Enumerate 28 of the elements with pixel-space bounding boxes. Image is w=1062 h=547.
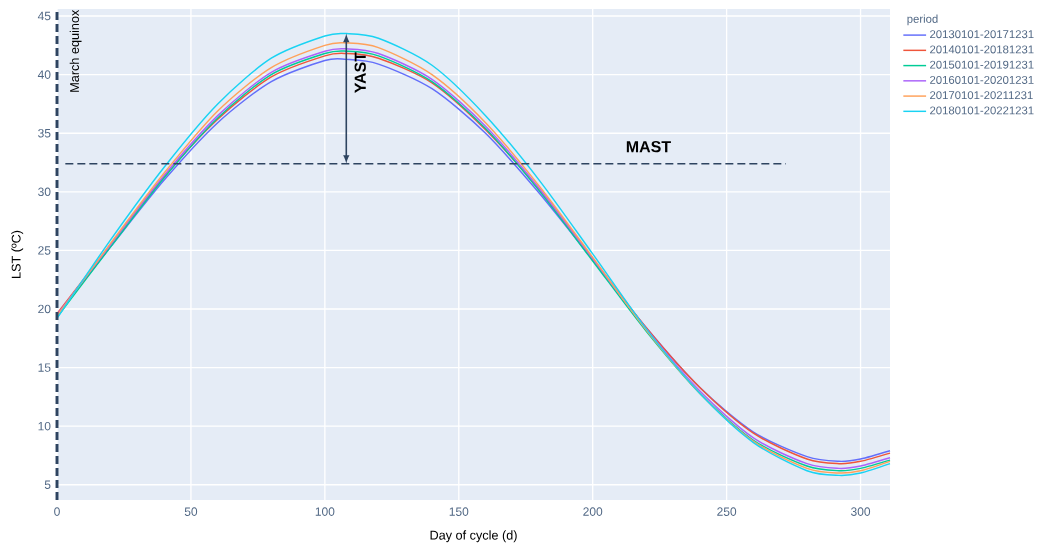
y-tick-label: 10 xyxy=(38,422,51,431)
x-tick-label: 150 xyxy=(449,507,469,517)
y-axis-title: LST (ºC) xyxy=(11,231,24,279)
y-tick-label: 20 xyxy=(38,304,51,314)
x-tick-label: 250 xyxy=(717,507,737,517)
y-tick-label: 5 xyxy=(44,480,51,490)
legend-title: period xyxy=(907,14,938,26)
y-tick-label: 40 xyxy=(37,70,51,80)
y-tick-label: 30 xyxy=(38,187,51,197)
x-tick-label: 100 xyxy=(315,507,335,517)
legend-label: 20170101-20211231 xyxy=(930,91,1033,100)
legend-label: 20140101-20181231 xyxy=(930,45,1034,54)
x-axis-title: Day of cycle (d) xyxy=(430,530,517,543)
legend-label: 20180101-20221231 xyxy=(930,106,1034,115)
y-tick-label: 35 xyxy=(38,129,51,138)
annotation: YAST xyxy=(354,52,366,94)
y-tick-label: 25 xyxy=(38,246,51,255)
legend-label: 20130101-20171231 xyxy=(930,30,1034,39)
x-tick-label: 200 xyxy=(583,507,603,517)
x-tick-label: 0 xyxy=(54,507,60,517)
ref-line-label: MAST xyxy=(626,141,671,153)
ref-line-label: March equinox xyxy=(69,10,82,92)
x-tick-label: 50 xyxy=(184,507,198,517)
y-tick-label: 45 xyxy=(37,12,51,21)
legend-label: 20150101-20191231 xyxy=(930,60,1034,69)
legend-label: 20160101-20201231 xyxy=(930,76,1034,85)
y-tick-label: 15 xyxy=(38,363,51,372)
x-tick-label: 300 xyxy=(851,507,871,517)
